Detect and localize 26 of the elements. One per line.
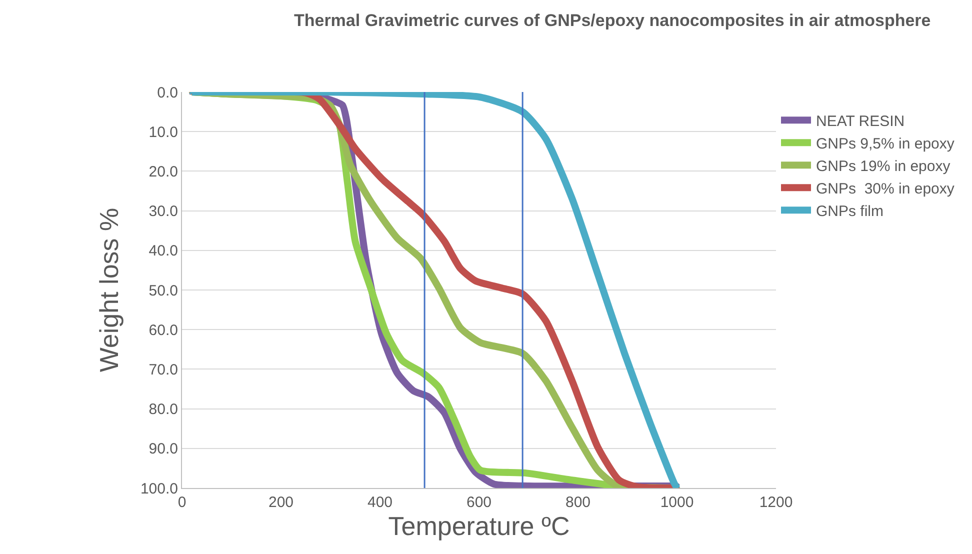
legend-label: GNPs 19% in epoxy: [816, 158, 951, 175]
y-tick-label: 100.0: [140, 480, 178, 498]
y-tick-label: 70.0: [148, 361, 178, 378]
x-tick-label: 1200: [759, 494, 793, 511]
x-tick-label: 400: [367, 494, 393, 511]
y-tick-label: 90.0: [148, 440, 178, 458]
x-tick-label: 0: [178, 494, 186, 511]
x-axis-title: Temperature ºC: [388, 511, 570, 541]
chart-title: Thermal Gravimetric curves of GNPs/epoxy nanocomposites in air atmosphere: [294, 10, 931, 30]
y-tick-label: 30.0: [148, 203, 178, 220]
y-tick-label: 10.0: [148, 124, 178, 141]
y-tick-label: 20.0: [148, 163, 178, 180]
y-tick-label: 80.0: [148, 401, 178, 418]
y-tick-label: 50.0: [148, 282, 178, 300]
y-tick-label: 60.0: [148, 322, 178, 339]
legend-label: GNPs 30% in epoxy: [816, 180, 955, 198]
x-tick-label: 200: [268, 494, 294, 511]
legend-label: GNPs film: [816, 202, 884, 220]
y-tick-label: 0.0: [157, 84, 178, 102]
legend-label: GNPs 9,5% in epoxy: [816, 135, 955, 152]
x-tick-label: 800: [565, 494, 591, 511]
x-tick-label: 600: [466, 494, 492, 511]
y-tick-label: 40.0: [148, 242, 178, 260]
legend-label: NEAT RESIN: [816, 112, 905, 130]
y-axis-title: Weight loss %: [94, 208, 124, 372]
x-tick-label: 1000: [660, 494, 694, 511]
